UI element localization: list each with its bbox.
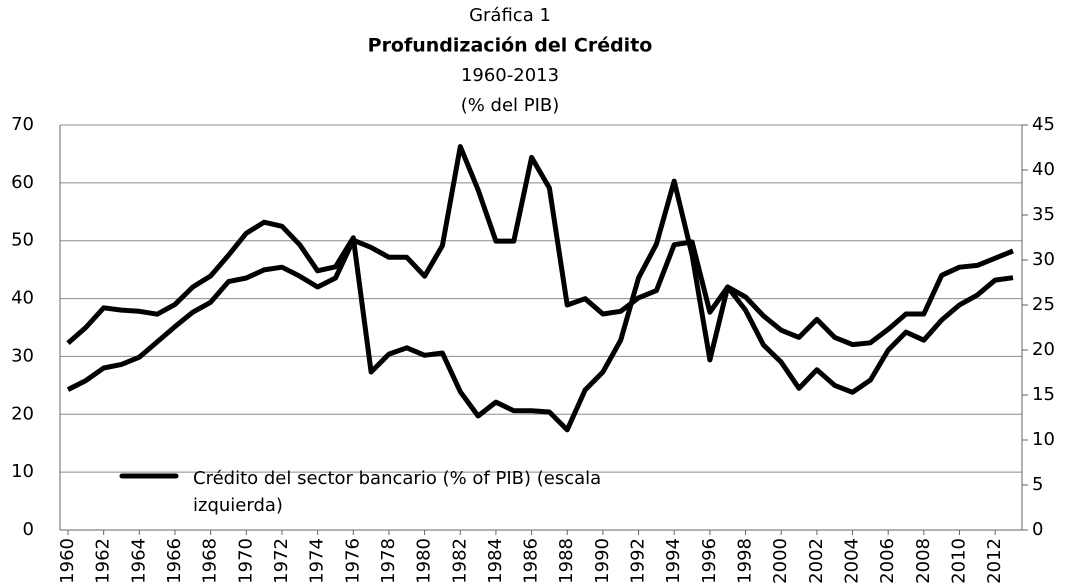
x-tick-label: 1978 bbox=[378, 538, 399, 584]
x-tick-label: 1998 bbox=[735, 538, 756, 584]
y2-tick-label: 40 bbox=[1032, 159, 1055, 180]
x-tick-label: 2004 bbox=[842, 538, 863, 584]
y-tick-label: 20 bbox=[11, 403, 34, 424]
x-tick-label: 1964 bbox=[128, 538, 149, 584]
x-tick-label: 1986 bbox=[521, 538, 542, 584]
chart-units: (% del PIB) bbox=[461, 95, 560, 116]
x-tick-label: 1962 bbox=[93, 538, 114, 584]
y2-tick-label: 0 bbox=[1032, 519, 1043, 540]
y-tick-label: 0 bbox=[23, 519, 34, 540]
x-tick-label: 1968 bbox=[200, 538, 221, 584]
x-tick-label: 2000 bbox=[770, 538, 791, 584]
y-tick-label: 60 bbox=[11, 172, 34, 193]
x-tick-label: 2008 bbox=[913, 538, 934, 584]
x-tick-label: 1996 bbox=[699, 538, 720, 584]
y2-tick-label: 5 bbox=[1032, 474, 1043, 495]
x-tick-label: 1966 bbox=[164, 538, 185, 584]
y-tick-label: 70 bbox=[11, 114, 34, 135]
x-tick-label: 1970 bbox=[235, 538, 256, 584]
x-tick-label: 1990 bbox=[592, 538, 613, 584]
series-line bbox=[66, 178, 1014, 433]
series-line bbox=[66, 144, 1014, 392]
x-tick-label: 2006 bbox=[877, 538, 898, 584]
x-tick-label: 1976 bbox=[342, 538, 363, 584]
x-tick-label: 1974 bbox=[307, 538, 328, 584]
y2-tick-label: 15 bbox=[1032, 384, 1055, 405]
x-tick-label: 1994 bbox=[663, 538, 684, 584]
y2-tick-label: 45 bbox=[1032, 114, 1055, 135]
y2-tick-label: 35 bbox=[1032, 204, 1055, 225]
y-tick-label: 50 bbox=[11, 230, 34, 251]
x-tick-label: 2010 bbox=[949, 538, 970, 584]
chart-title: Gráfica 1 bbox=[469, 5, 551, 26]
chart-subtitle: Profundización del Crédito bbox=[368, 35, 653, 57]
y-tick-label: 40 bbox=[11, 288, 34, 309]
y-tick-label: 10 bbox=[11, 461, 34, 482]
x-tick-label: 1972 bbox=[271, 538, 292, 584]
y-tick-label: 30 bbox=[11, 345, 34, 366]
y2-tick-label: 10 bbox=[1032, 429, 1055, 450]
x-tick-label: 1988 bbox=[556, 538, 577, 584]
y2-tick-label: 20 bbox=[1032, 339, 1055, 360]
x-tick-label: 1960 bbox=[57, 538, 78, 584]
x-tick-label: 2012 bbox=[984, 538, 1005, 584]
y2-tick-label: 30 bbox=[1032, 249, 1055, 270]
legend-label: Crédito del sector bancario (% of PIB) (… bbox=[193, 468, 602, 516]
x-tick-label: 1982 bbox=[449, 538, 470, 584]
x-tick-label: 1992 bbox=[628, 538, 649, 584]
x-tick-label: 2002 bbox=[806, 538, 827, 584]
y2-tick-label: 25 bbox=[1032, 294, 1055, 315]
chart-period: 1960-2013 bbox=[461, 65, 559, 86]
x-tick-label: 1980 bbox=[414, 538, 435, 584]
x-tick-label: 1984 bbox=[485, 538, 506, 584]
